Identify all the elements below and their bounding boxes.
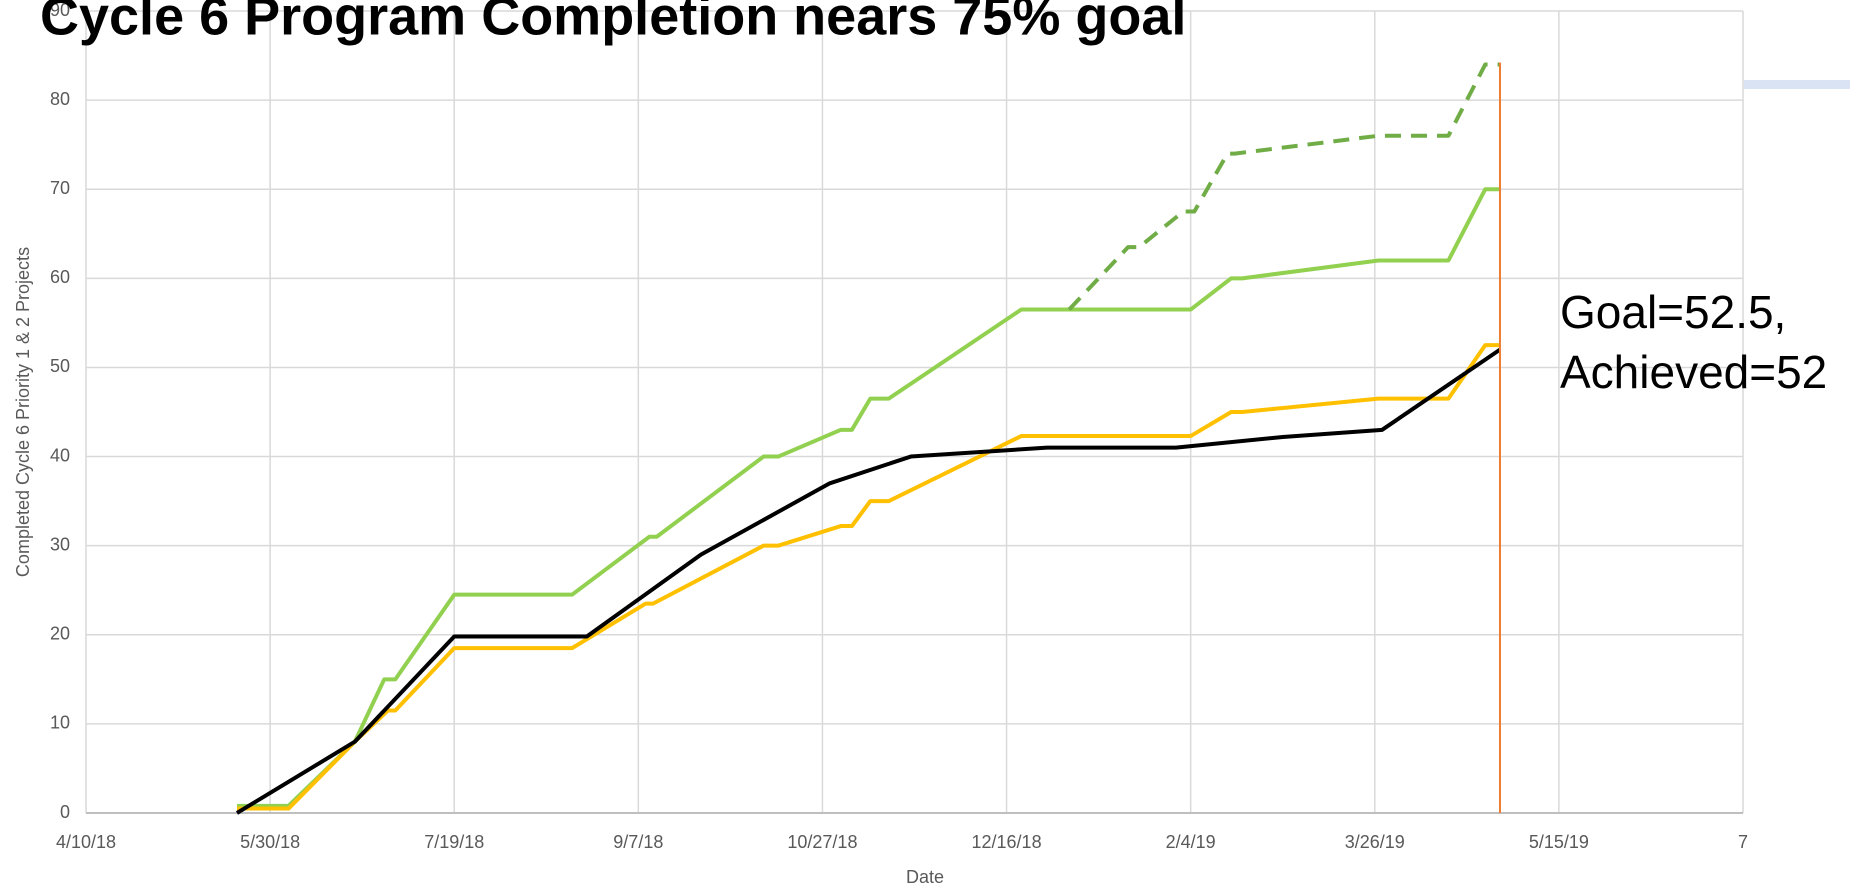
annotation: Goal=52.5, [1560, 286, 1786, 338]
y-tick-label: 80 [50, 89, 70, 109]
y-tick-label: 70 [50, 178, 70, 198]
y-tick-label: 0 [60, 802, 70, 822]
decor-bar [1744, 80, 1850, 89]
y-tick-label: 10 [50, 713, 70, 733]
y-tick-label: 60 [50, 267, 70, 287]
x-tick-label: 4/10/18 [56, 832, 116, 852]
y-tick-label: 90 [50, 0, 70, 20]
x-axis-label: Date [906, 867, 944, 887]
x-tick-label: 5/30/18 [240, 832, 300, 852]
y-tick-label: 20 [50, 624, 70, 644]
x-tick-label: 5/15/19 [1529, 832, 1589, 852]
series-line [236, 343, 1500, 811]
series-line [236, 187, 1500, 808]
x-tick-label: 9/7/18 [613, 832, 663, 852]
x-tick-label: 12/16/18 [972, 832, 1042, 852]
x-tick-label: 7/19/18 [424, 832, 484, 852]
grid: 0 10 20 30 40 50 60 70 80 90 4/10/18 5/30/18 7/19/18… [50, 0, 1748, 852]
y-tick-label: 30 [50, 534, 70, 554]
x-tick-label: 10/27/18 [787, 832, 857, 852]
x-tick-label: 3/26/19 [1345, 832, 1405, 852]
x-tick-label: 7 [1738, 832, 1748, 852]
series-line [1067, 62, 1500, 311]
y-axis-label: Completed Cycle 6 Priority 1 & 2 Project… [13, 247, 33, 577]
series-line [235, 347, 1502, 815]
chart-title: Cycle 6 Program Completion nears 75% goa… [40, 0, 1186, 46]
annotation: Achieved=52 [1560, 346, 1827, 398]
lines [235, 62, 1502, 815]
y-tick-label: 50 [50, 356, 70, 376]
x-tick-label: 2/4/19 [1166, 832, 1216, 852]
y-tick-label: 40 [50, 445, 70, 465]
